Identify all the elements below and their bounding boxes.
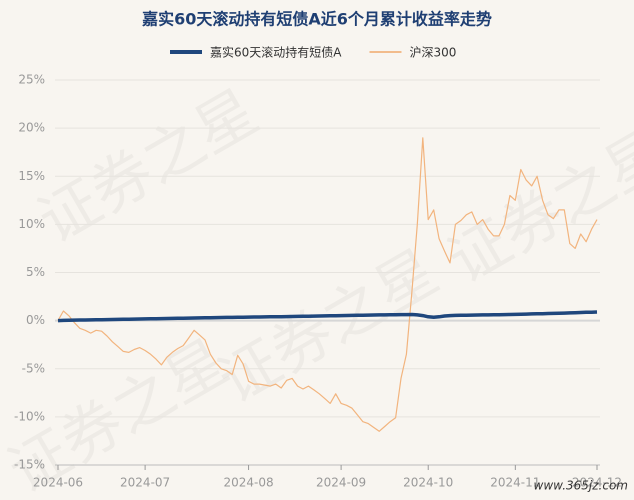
y-tick-label: 0% [26,313,45,327]
x-tick-label: 2024-06 [33,476,83,490]
series-line [57,137,598,432]
source: www.365jz.com [534,479,628,493]
y-tick-label: -10% [14,409,45,423]
y-tick-label: 5% [26,265,45,279]
legend-label: 嘉实60天滚动持有短债A [210,45,342,60]
x-tick-label: 2024-12 [572,476,622,490]
legend-label: 沪深300 [409,46,456,60]
x-tick-label: 2024-07 [120,476,170,490]
x-tick-label: 2024-10 [403,476,453,490]
x-tick-label: 2024-11 [490,476,540,490]
x-tick-label: 2024-08 [223,476,273,490]
y-tick-label: 10% [18,217,45,231]
y-tick-label: 15% [18,169,45,183]
y-tick-label: -15% [14,458,45,472]
chart-title: 嘉实60天滚动持有短债A近6个月累计收益率走势 [141,10,492,29]
y-tick-label: -5% [22,361,45,375]
y-tick-label: 20% [18,121,45,135]
y-tick-label: 25% [18,73,45,87]
series-line [57,310,598,323]
x-tick-label: 2024-09 [316,476,366,490]
